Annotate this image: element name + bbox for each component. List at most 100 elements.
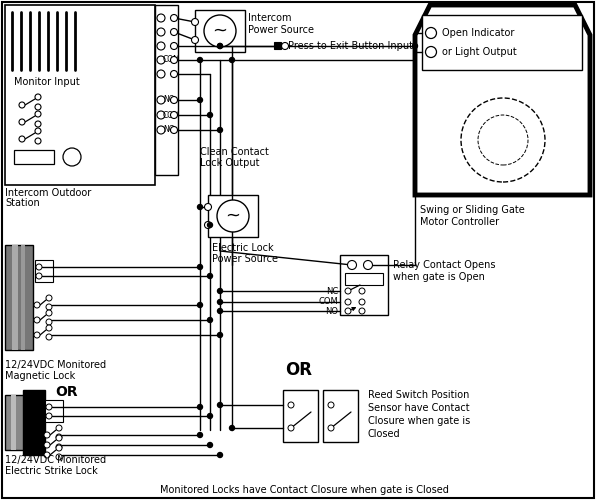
Circle shape xyxy=(207,318,213,322)
Circle shape xyxy=(19,136,25,142)
Circle shape xyxy=(44,452,50,458)
Circle shape xyxy=(328,425,334,431)
Circle shape xyxy=(218,44,222,49)
Circle shape xyxy=(197,98,203,102)
Circle shape xyxy=(197,204,203,210)
Text: COM: COM xyxy=(163,56,181,64)
Text: Magnetic Lock: Magnetic Lock xyxy=(5,371,75,381)
Text: Reed Switch Position: Reed Switch Position xyxy=(368,390,470,400)
Text: Relay Contact Opens: Relay Contact Opens xyxy=(393,260,495,270)
Circle shape xyxy=(345,299,351,305)
Circle shape xyxy=(157,126,165,134)
Circle shape xyxy=(46,404,52,410)
Text: Station: Station xyxy=(5,198,40,208)
Circle shape xyxy=(345,288,351,294)
Circle shape xyxy=(56,425,62,431)
Circle shape xyxy=(35,138,41,144)
Text: Power Source: Power Source xyxy=(212,254,278,264)
Bar xyxy=(422,15,582,70)
Bar xyxy=(12,245,18,350)
Circle shape xyxy=(170,96,178,103)
Circle shape xyxy=(34,302,40,308)
Circle shape xyxy=(197,264,203,270)
Text: Lock Output: Lock Output xyxy=(200,158,259,168)
Circle shape xyxy=(197,58,203,62)
Circle shape xyxy=(364,260,372,270)
Text: 12/24VDC Monitored: 12/24VDC Monitored xyxy=(5,455,106,465)
Text: ~: ~ xyxy=(225,207,241,225)
Text: when gate is Open: when gate is Open xyxy=(393,272,485,282)
Circle shape xyxy=(218,44,222,49)
Bar xyxy=(11,395,16,450)
Bar xyxy=(5,395,23,450)
Circle shape xyxy=(207,414,213,418)
Circle shape xyxy=(345,308,351,314)
Text: NO: NO xyxy=(325,306,338,316)
Circle shape xyxy=(204,204,212,210)
Text: Clean Contact: Clean Contact xyxy=(200,147,269,157)
Bar xyxy=(274,42,281,49)
Text: NC: NC xyxy=(326,286,338,296)
Text: Electric Strike Lock: Electric Strike Lock xyxy=(5,466,98,476)
Circle shape xyxy=(170,70,178,78)
Bar xyxy=(23,390,45,455)
Circle shape xyxy=(207,112,213,117)
Bar xyxy=(195,10,245,52)
Circle shape xyxy=(359,299,365,305)
Bar xyxy=(155,5,178,175)
Text: Closed: Closed xyxy=(368,429,401,439)
Circle shape xyxy=(426,28,436,38)
Bar xyxy=(283,390,318,442)
Circle shape xyxy=(461,98,545,182)
Circle shape xyxy=(170,112,178,118)
Circle shape xyxy=(218,452,222,458)
Circle shape xyxy=(229,426,234,430)
Circle shape xyxy=(170,42,178,50)
Circle shape xyxy=(288,425,294,431)
Circle shape xyxy=(207,274,213,278)
Text: Intercom Outdoor: Intercom Outdoor xyxy=(5,188,91,198)
Text: COM: COM xyxy=(163,110,181,120)
Circle shape xyxy=(46,295,52,301)
Circle shape xyxy=(170,126,178,134)
Circle shape xyxy=(157,111,165,119)
Circle shape xyxy=(56,435,62,441)
Circle shape xyxy=(56,445,62,451)
Circle shape xyxy=(157,96,165,104)
Circle shape xyxy=(359,288,365,294)
Circle shape xyxy=(19,119,25,125)
Circle shape xyxy=(19,102,25,108)
Circle shape xyxy=(170,14,178,21)
Circle shape xyxy=(46,334,52,340)
Text: Closure when gate is: Closure when gate is xyxy=(368,416,470,426)
Circle shape xyxy=(34,317,40,323)
Text: OR: OR xyxy=(55,385,77,399)
Circle shape xyxy=(218,332,222,338)
Text: COM: COM xyxy=(318,298,338,306)
Circle shape xyxy=(44,442,50,448)
Bar xyxy=(14,150,54,164)
Circle shape xyxy=(191,18,198,26)
Circle shape xyxy=(35,94,41,100)
Text: Motor Controller: Motor Controller xyxy=(420,217,499,227)
Circle shape xyxy=(197,432,203,438)
Text: Monitored Locks have Contact Closure when gate is Closed: Monitored Locks have Contact Closure whe… xyxy=(160,485,449,495)
Text: Press to Exit Button Input: Press to Exit Button Input xyxy=(288,41,413,51)
Circle shape xyxy=(157,14,165,22)
Bar xyxy=(340,255,388,315)
Circle shape xyxy=(478,115,528,165)
Circle shape xyxy=(46,310,52,316)
Text: NO: NO xyxy=(163,96,175,104)
Circle shape xyxy=(207,442,213,448)
Text: Electric Lock: Electric Lock xyxy=(212,243,274,253)
Circle shape xyxy=(218,300,222,304)
Circle shape xyxy=(46,325,52,331)
Circle shape xyxy=(170,56,178,64)
Circle shape xyxy=(426,46,436,58)
Text: Intercom: Intercom xyxy=(248,13,291,23)
Text: Power Source: Power Source xyxy=(248,25,314,35)
Text: Open Indicator: Open Indicator xyxy=(442,28,514,38)
Circle shape xyxy=(157,42,165,50)
Text: Monitor Input: Monitor Input xyxy=(14,77,80,87)
Circle shape xyxy=(35,111,41,117)
